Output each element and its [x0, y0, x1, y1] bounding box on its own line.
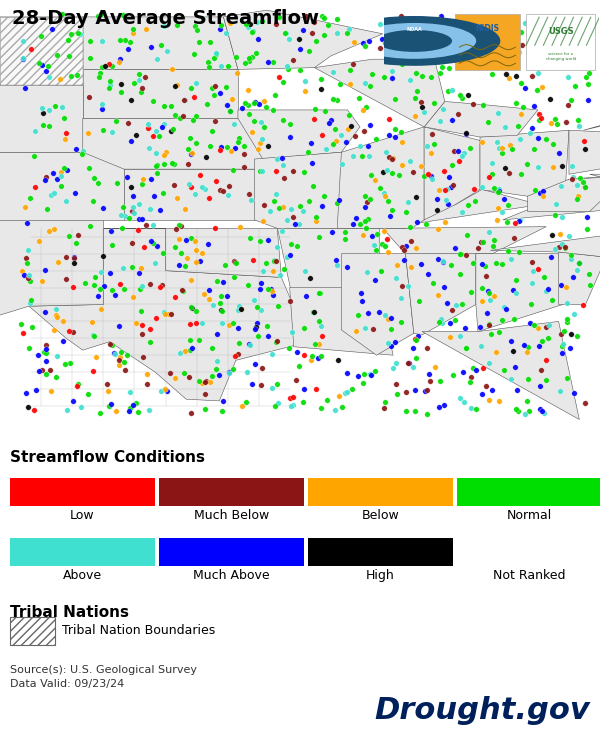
Text: High: High [366, 569, 395, 582]
Text: Below: Below [362, 509, 400, 522]
Bar [10, 478, 155, 506]
Bar [159, 538, 304, 566]
Polygon shape [559, 252, 600, 304]
Polygon shape [490, 226, 600, 259]
Polygon shape [406, 254, 476, 335]
Polygon shape [422, 321, 580, 419]
Polygon shape [341, 254, 414, 356]
Polygon shape [223, 10, 383, 70]
Text: Drought.gov: Drought.gov [374, 696, 590, 725]
Polygon shape [103, 229, 281, 277]
Polygon shape [83, 70, 238, 119]
Bar [10, 538, 155, 566]
Polygon shape [124, 169, 277, 220]
Text: Much Above: Much Above [193, 569, 270, 582]
Polygon shape [83, 17, 238, 70]
Text: NOAA: NOAA [406, 27, 422, 32]
Polygon shape [569, 130, 600, 174]
Polygon shape [0, 220, 103, 317]
Text: Low: Low [70, 509, 95, 522]
Polygon shape [503, 174, 600, 220]
Polygon shape [583, 84, 600, 130]
Polygon shape [0, 17, 83, 84]
Text: science for a
changing world: science for a changing world [545, 52, 576, 61]
Text: Not Ranked: Not Ranked [493, 569, 566, 582]
Text: Source(s): U.S. Geological Survey: Source(s): U.S. Geological Survey [10, 665, 197, 675]
Text: Data Valid: 09/23/24: Data Valid: 09/23/24 [10, 679, 124, 689]
Polygon shape [383, 189, 540, 229]
Polygon shape [238, 110, 360, 159]
Text: Much Below: Much Below [194, 509, 269, 522]
Text: Tribal Nation Boundaries: Tribal Nation Boundaries [62, 625, 215, 638]
Polygon shape [29, 229, 300, 401]
Polygon shape [383, 226, 546, 254]
FancyBboxPatch shape [526, 14, 595, 70]
Text: Tribal Nations: Tribal Nations [10, 605, 129, 620]
Polygon shape [314, 59, 445, 127]
Polygon shape [480, 130, 569, 196]
Polygon shape [83, 119, 263, 169]
Bar [10, 617, 55, 645]
Polygon shape [424, 101, 538, 137]
Polygon shape [476, 254, 563, 331]
Text: Above: Above [63, 569, 102, 582]
Bar [308, 538, 453, 566]
Text: Normal: Normal [507, 509, 552, 522]
Polygon shape [254, 152, 383, 229]
Polygon shape [0, 152, 124, 220]
Text: USGS: USGS [548, 27, 574, 36]
FancyBboxPatch shape [455, 14, 520, 70]
Polygon shape [277, 229, 379, 287]
Text: NIDIS: NIDIS [475, 24, 499, 33]
Polygon shape [0, 17, 83, 84]
Bar [457, 478, 600, 506]
Polygon shape [424, 127, 480, 220]
Circle shape [352, 23, 476, 59]
Circle shape [328, 16, 500, 66]
Polygon shape [0, 84, 83, 152]
Bar [308, 478, 453, 506]
Polygon shape [527, 176, 600, 211]
Text: Streamflow Conditions: Streamflow Conditions [10, 450, 205, 465]
Polygon shape [337, 127, 424, 229]
Polygon shape [290, 287, 393, 356]
Circle shape [376, 30, 452, 52]
Bar [159, 478, 304, 506]
Polygon shape [590, 174, 600, 196]
Text: 28-Day Average Streamflow: 28-Day Average Streamflow [12, 9, 319, 28]
